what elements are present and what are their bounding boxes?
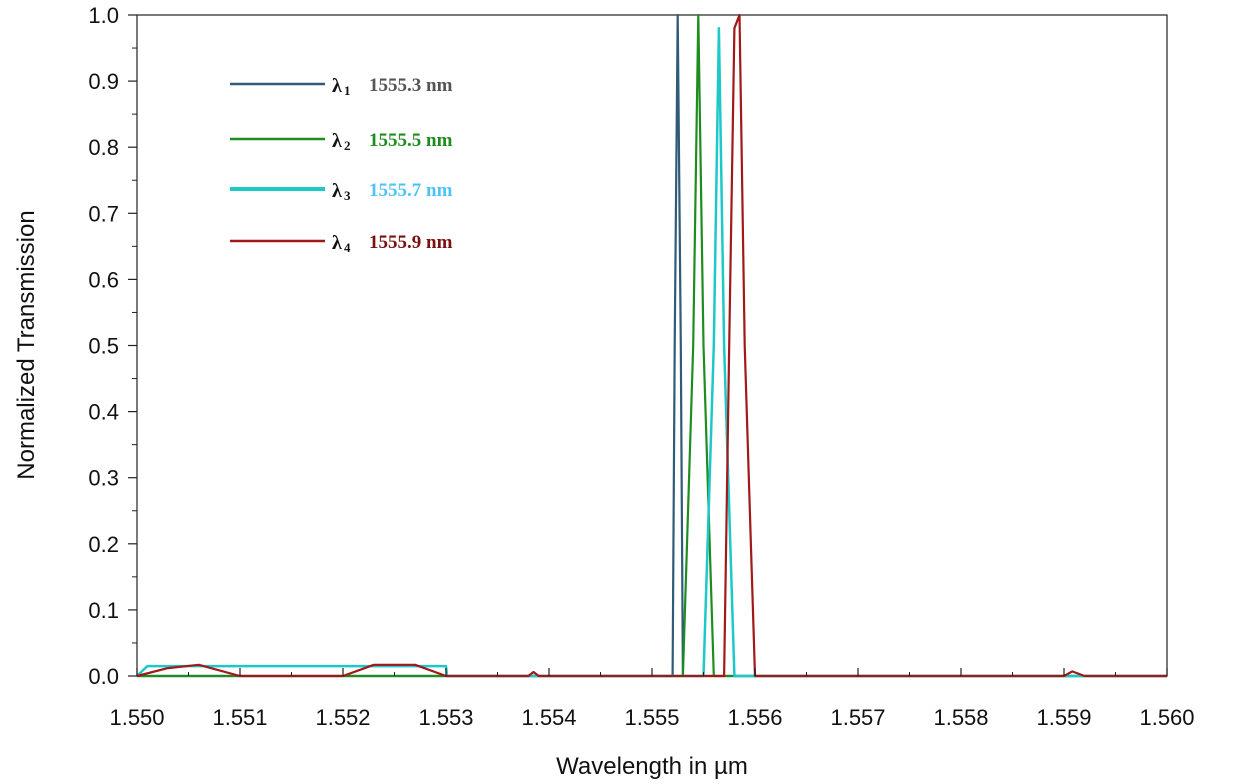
x-tick-label: 1.551 (212, 705, 267, 730)
legend-subscript-3: 3 (344, 188, 351, 203)
x-tick-label: 1.554 (521, 705, 576, 730)
x-tick-label: 1.552 (315, 705, 370, 730)
x-tick-label: 1.556 (727, 705, 782, 730)
y-axis-title: Normalized Transmission (13, 210, 40, 479)
x-tick-label: 1.558 (933, 705, 988, 730)
x-tick-label: 1.559 (1036, 705, 1091, 730)
x-tick-label: 1.553 (418, 705, 473, 730)
y-tick-label: 0.8 (88, 135, 119, 160)
legend-subscript-4: 4 (344, 240, 351, 255)
y-tick-label: 0.3 (88, 466, 119, 491)
legend-label-2: 1555.5 nm (369, 130, 453, 151)
x-axis-title: Wavelength in µm (556, 753, 748, 780)
y-tick-label: 1.0 (88, 3, 119, 28)
x-tick-label: 1.557 (830, 705, 885, 730)
x-tick-label: 1.555 (624, 705, 679, 730)
legend-label-1: 1555.3 nm (369, 75, 453, 96)
y-tick-label: 0.5 (88, 334, 119, 359)
legend: λ 1 1555.3 nmλ 2 1555.5 nmλ 3 1555.7 nmλ 4 1555.… (230, 75, 453, 255)
plot-area (136, 14, 1168, 677)
y-tick-label: 0.9 (88, 69, 119, 94)
x-tick-label: 1.560 (1139, 705, 1194, 730)
series-line-3 (136, 26, 1167, 678)
legend-symbol-1: λ (332, 75, 342, 97)
legend-subscript-2: 2 (344, 138, 351, 153)
legend-symbol-2: λ (332, 130, 342, 152)
plot-frame (136, 14, 1168, 677)
legend-subscript-1: 1 (344, 83, 351, 98)
y-tick-label: 0.1 (88, 598, 119, 623)
x-tick-label: 1.550 (109, 705, 164, 730)
legend-label-3: 1555.7 nm (369, 180, 453, 201)
axes: 1.550 1.551 1.552 1.553 1.554 1.555 1.556 1.557… (88, 3, 1194, 730)
legend-label-4: 1555.9 nm (369, 232, 453, 253)
legend-symbol-3: λ (332, 180, 342, 202)
legend-symbol-4: λ (332, 232, 342, 254)
y-tick-label: 0.2 (88, 532, 119, 557)
y-tick-label: 0.0 (88, 664, 119, 689)
y-tick-label: 0.7 (88, 201, 119, 226)
y-tick-label: 0.6 (88, 267, 119, 292)
y-tick-label: 0.4 (88, 400, 119, 425)
